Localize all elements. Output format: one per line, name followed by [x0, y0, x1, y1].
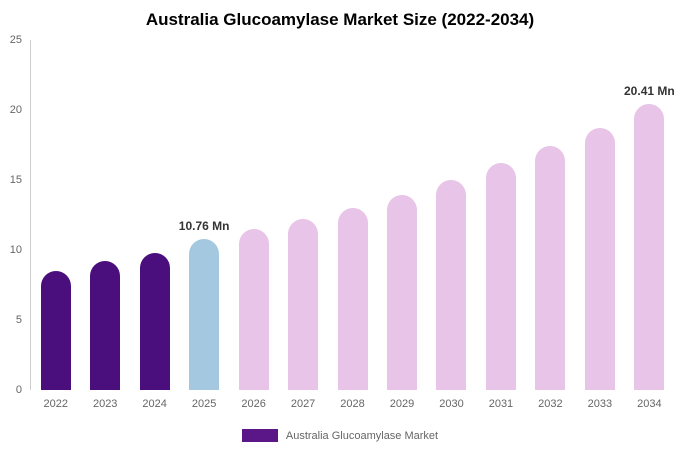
bar: [40, 271, 71, 390]
bar-column: 2033: [575, 40, 624, 410]
bar: [288, 219, 319, 390]
y-tick-label: 15: [9, 174, 22, 186]
bar: [584, 128, 615, 390]
x-tick-label: 2022: [43, 398, 68, 410]
bar: [387, 195, 418, 390]
y-tick-label: 20: [9, 104, 22, 116]
x-tick-label: 2028: [340, 398, 365, 410]
bar: [485, 163, 516, 390]
bar-column: 2024: [130, 40, 179, 410]
legend: Australia Glucoamylase Market: [0, 429, 680, 442]
bar: [634, 104, 665, 390]
bar-value-annotation: 10.76 Mn: [178, 219, 230, 234]
bar-column: 2023: [80, 40, 129, 410]
legend-swatch: [241, 429, 278, 442]
x-tick-label: 2030: [439, 398, 464, 410]
y-tick-label: 0: [15, 384, 22, 396]
x-tick-label: 2032: [538, 398, 563, 410]
bar-value-annotation: 20.41 Mn: [624, 84, 675, 99]
x-tick-label: 2027: [290, 398, 316, 410]
y-tick-label: 25: [9, 34, 22, 46]
y-axis-line: [30, 40, 31, 390]
legend-label: Australia Glucoamylase Market: [285, 429, 439, 442]
bar-column: 2032: [526, 40, 575, 410]
bar-column: 2028: [328, 40, 377, 410]
x-tick-label: 2034: [637, 398, 662, 410]
plot-area: 2022 2023 2024 10.76 Mn 2025 2026 2027 2028 2029…: [31, 40, 675, 410]
bar: [337, 208, 368, 390]
bar-column: 2026: [229, 40, 278, 410]
x-tick-label: 2033: [587, 398, 613, 410]
bar-column: 2022: [31, 40, 80, 410]
chart-title: Australia Glucoamylase Market Size (2022…: [145, 10, 535, 29]
bar-column: 10.76 Mn 2025: [178, 40, 230, 410]
bar-column: 2027: [278, 40, 327, 410]
x-tick-label: 2023: [92, 398, 118, 410]
bar: [139, 252, 170, 390]
x-tick-label: 2026: [241, 398, 266, 410]
bar-column: 2030: [427, 40, 476, 410]
bar: [535, 146, 566, 390]
y-tick-label: 10: [9, 244, 22, 256]
x-tick-label: 2029: [389, 398, 415, 410]
x-tick-label: 2024: [142, 398, 167, 410]
y-tick-label: 5: [15, 314, 22, 326]
bar-column: 2031: [476, 40, 525, 410]
bar: [90, 261, 121, 390]
bar-column: 20.41 Mn 2034: [624, 40, 675, 410]
y-axis: 0 5 10 15 20 25: [0, 34, 24, 396]
bar-column: 2029: [377, 40, 426, 410]
bar: [189, 239, 220, 390]
x-tick-label: 2025: [191, 398, 217, 410]
bar: [238, 229, 269, 390]
bar: [436, 180, 467, 390]
x-tick-label: 2031: [488, 398, 514, 410]
